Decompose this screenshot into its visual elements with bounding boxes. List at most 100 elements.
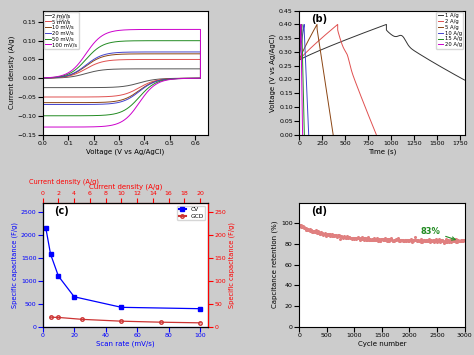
CV [118,305,124,310]
Line: GCD: GCD [49,316,202,324]
50 mV/s [72,68,78,72]
5 mV/s [109,94,115,98]
Text: Current density (A/g): Current density (A/g) [29,178,99,185]
2 A/g [362,104,368,108]
15 A/g [299,24,304,29]
50 mV/s [40,114,46,118]
50 mV/s [198,39,203,43]
10 A/g [305,122,311,127]
GCD [55,315,61,320]
5 mV/s [103,94,109,99]
5 A/g [305,40,310,44]
15 A/g [301,122,307,127]
Legend: 1 A/g, 2 A/g, 5 A/g, 10 A/g, 15 A/g, 20 A/g: 1 A/g, 2 A/g, 5 A/g, 10 A/g, 15 A/g, 20 … [436,12,464,49]
2 A/g [347,64,353,69]
1 A/g [456,75,462,80]
20 A/g [297,40,303,44]
20 mV/s [179,50,185,54]
5 A/g [313,24,319,29]
Line: 10 mV/s: 10 mV/s [43,54,201,103]
Y-axis label: Capcitance retention (%): Capcitance retention (%) [272,221,278,308]
Y-axis label: Voltage (V vs Ag/AgCl): Voltage (V vs Ag/AgCl) [270,33,276,112]
GCD [79,317,85,322]
100 mV/s [40,76,46,80]
Line: 20 mV/s: 20 mV/s [43,52,201,104]
Text: (b): (b) [310,14,327,24]
10 mV/s [40,76,46,80]
CV [55,274,61,278]
20 mV/s [72,70,78,75]
Line: 20 A/g: 20 A/g [299,24,302,135]
20 mV/s [168,50,173,54]
2 A/g [296,58,302,62]
2 A/g [340,44,346,48]
5 A/g [329,122,335,127]
Text: (c): (c) [54,206,69,217]
10 A/g [299,40,304,44]
Line: 5 A/g: 5 A/g [299,24,333,135]
20 A/g [298,28,303,33]
CV [48,252,54,256]
20 mV/s [109,102,115,106]
2 A/g [344,51,350,56]
Line: 10 A/g: 10 A/g [299,24,309,135]
10 A/g [306,132,311,137]
2 mV/s [72,74,78,78]
20 A/g [298,22,304,27]
50 mV/s [109,112,115,116]
CV [197,307,203,311]
20 mV/s [138,88,144,92]
Line: 1 A/g: 1 A/g [299,24,465,80]
Y-axis label: Specific capacitance (F/g): Specific capacitance (F/g) [229,222,236,308]
GCD [158,320,164,324]
2 mV/s [40,86,46,90]
5 mV/s [40,76,46,80]
10 A/g [301,28,306,33]
10 A/g [301,31,307,36]
100 mV/s [179,27,185,32]
15 A/g [296,58,302,62]
Y-axis label: Specific capacitance (F/g): Specific capacitance (F/g) [11,222,18,308]
1 A/g [399,34,405,38]
10 mV/s [138,87,144,91]
20 A/g [296,58,302,62]
10 mV/s [198,52,203,56]
10 mV/s [103,100,109,104]
Y-axis label: Current density (A/g): Current density (A/g) [8,36,15,109]
2 A/g [335,22,340,27]
10 A/g [301,24,307,29]
10 mV/s [109,100,115,104]
20 A/g [300,130,305,134]
GCD [197,321,203,325]
50 mV/s [168,39,173,43]
CV [43,226,49,230]
1 A/g [296,58,302,62]
15 A/g [299,22,305,27]
100 mV/s [103,124,109,128]
2 mV/s [103,85,109,89]
5 mV/s [138,84,144,89]
2 mV/s [198,67,203,71]
5 A/g [330,130,336,134]
2 mV/s [179,67,185,71]
15 A/g [301,130,307,134]
2 mV/s [109,85,115,89]
5 mV/s [40,95,46,99]
5 mV/s [179,57,185,61]
1 A/g [306,53,311,58]
20 A/g [298,31,304,36]
Line: 2 mV/s: 2 mV/s [43,69,201,88]
50 mV/s [179,39,185,43]
100 mV/s [40,125,46,129]
10 mV/s [168,52,173,56]
2 mV/s [168,67,173,71]
5 A/g [315,31,320,36]
15 A/g [298,40,303,44]
5 mV/s [198,57,203,61]
Text: 83%: 83% [420,227,455,240]
2 mV/s [138,80,144,84]
5 A/g [330,132,336,137]
1 A/g [383,22,389,27]
Line: 100 mV/s: 100 mV/s [43,29,201,127]
2 A/g [374,132,379,137]
